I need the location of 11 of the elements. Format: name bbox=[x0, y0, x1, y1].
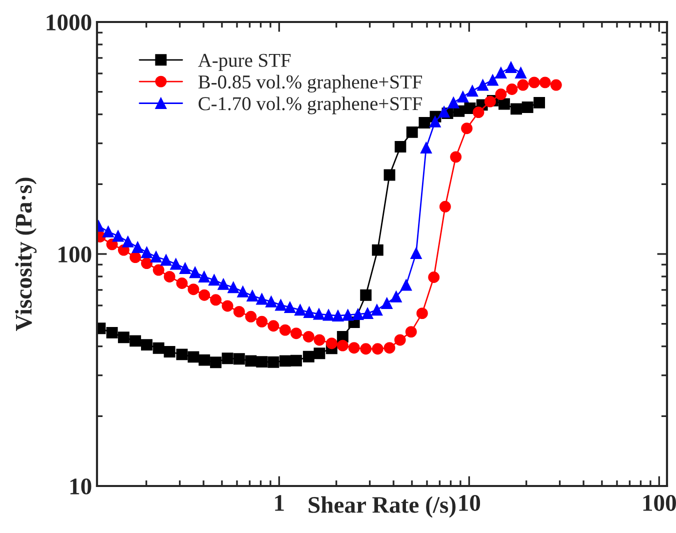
y-tick-label: 100 bbox=[58, 246, 92, 262]
y-tick-label: 1000 bbox=[46, 14, 92, 30]
x-tick-label: 1 bbox=[275, 495, 284, 511]
x-tick-label: 10 bbox=[459, 495, 480, 511]
y-tick-label: 10 bbox=[70, 478, 92, 494]
legend-label: C-1.70 vol.% graphene+STF bbox=[198, 96, 422, 114]
legend-label: B-0.85 vol.% graphene+STF bbox=[198, 74, 422, 93]
x-axis-title: Shear Rate (/s) bbox=[308, 496, 456, 518]
legend-label: A-pure STF bbox=[198, 54, 291, 71]
y-axis-title: Viscosity (Pa·s) bbox=[15, 178, 37, 331]
x-tick-label: 100 bbox=[643, 495, 676, 511]
